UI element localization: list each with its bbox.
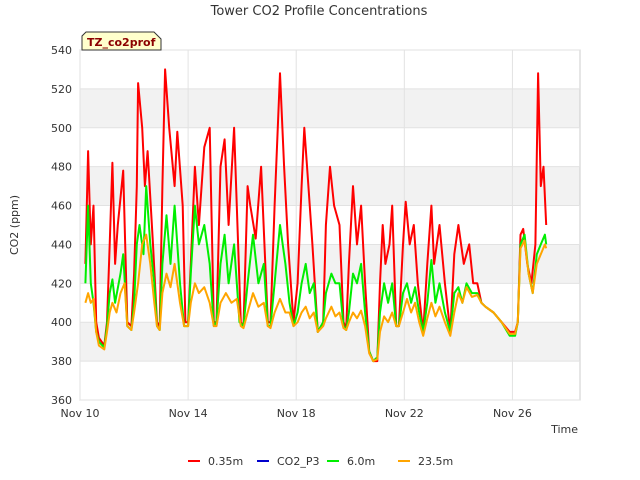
y-tick-label-540: 540 [51,44,72,57]
x-gridlines [79,50,513,400]
y-axis-ticks: 360 380 400 420 440 460 480 500 520 540 [51,44,72,407]
series-line-23-5m [84,233,548,363]
y-tick-label-420: 420 [51,277,72,290]
site-label-text: TZ_co2prof [87,36,156,49]
x-tick-label-14: Nov 14 [169,407,208,420]
y-tick-label-480: 480 [51,161,72,174]
x-tick-label-18: Nov 18 [277,407,316,420]
y-tick-label-460: 460 [51,200,72,213]
chart-title: Tower CO2 Profile Concentrations [210,4,428,19]
x-axis-ticks: Nov 10 Nov 14 Nov 18 Nov 22 Nov 26 [61,407,532,420]
x-axis-label: Time [550,423,578,436]
y-tick-label-380: 380 [51,355,72,368]
site-label-box [81,31,162,51]
y-axis-label: CO2 (ppm) [8,195,21,255]
legend-label-0-35m: 0.35m [208,455,243,468]
x-tick-label-10: Nov 10 [61,407,100,420]
y-tick-label-440: 440 [51,238,72,251]
series-lines [84,68,548,363]
legend-label-6-0m: 6.0m [347,455,375,468]
x-tick-label-22: Nov 22 [385,407,424,420]
legend: 0.35m CO2_P3 6.0m 23.5m [188,455,453,468]
y-tick-label-520: 520 [51,83,72,96]
legend-label-23-5m: 23.5m [418,455,453,468]
legend-label-CO2-P3: CO2_P3 [277,455,319,468]
y-tick-label-360: 360 [51,394,72,407]
y-tick-label-500: 500 [51,122,72,135]
x-tick-label-26: Nov 26 [493,407,532,420]
site-label-badge: TZ_co2prof [81,31,162,51]
background-band-0 [80,322,580,362]
series-line-6-0m [84,185,548,363]
background-band-3 [80,88,580,128]
y-tick-label-400: 400 [51,316,72,329]
series-line-0-35m [84,68,548,363]
